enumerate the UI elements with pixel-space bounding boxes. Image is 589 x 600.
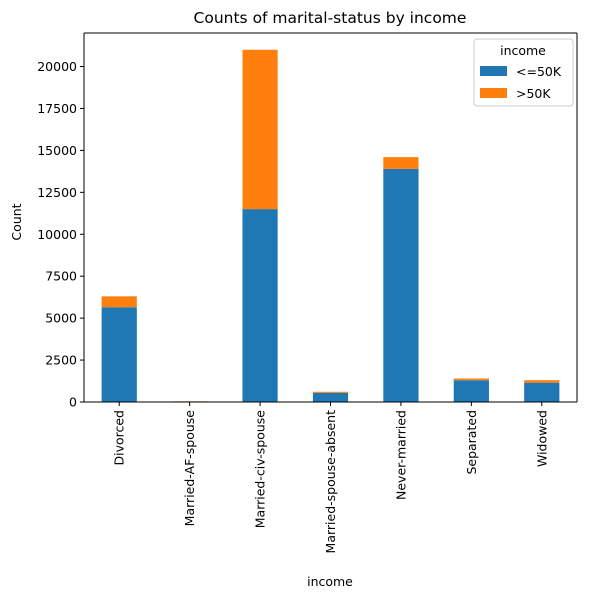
y-tick-label: 7500 <box>45 269 77 284</box>
y-tick-label: 10000 <box>37 227 77 242</box>
bar-widowed-le50k <box>524 382 560 402</box>
x-tick-label-married-civ-spouse: Married-civ-spouse <box>253 410 268 529</box>
x-tick-label-widowed: Widowed <box>534 410 549 467</box>
y-tick-label: 2500 <box>45 353 77 368</box>
bar-married-spouse-absent-le50k <box>312 392 349 402</box>
bar-separated-le50k <box>453 380 489 402</box>
bar-separated-gt50k <box>453 378 489 381</box>
y-axis-label: Count <box>9 203 24 240</box>
legend-swatch-gt50k <box>480 88 507 98</box>
x-tick-label-separated: Separated <box>464 410 479 475</box>
bar-married-civ-spouse-gt50k <box>242 49 278 210</box>
y-tick-label: 17500 <box>37 101 77 116</box>
bar-never-married-gt50k <box>383 157 419 169</box>
x-axis: Divorced Married-AF-spouse Married-civ-spo… <box>112 402 549 554</box>
y-tick-label: 12500 <box>37 185 77 200</box>
bar-divorced-le50k <box>101 307 137 402</box>
y-tick-label: 15000 <box>37 143 77 158</box>
plot-area <box>83 32 578 403</box>
y-tick-label: 20000 <box>37 59 77 74</box>
legend: income <=50K >50K <box>473 38 574 107</box>
legend-label-le50k: <=50K <box>516 64 562 79</box>
bar-married-civ-spouse-le50k <box>242 209 278 402</box>
legend-label-gt50k: >50K <box>516 86 551 101</box>
y-axis: 0 2500 5000 7500 10000 12500 15000 17500 20000 <box>37 59 84 410</box>
x-tick-label-never-married: Never-married <box>393 410 408 500</box>
x-tick-label-married-af-spouse: Married-AF-spouse <box>182 410 197 527</box>
bar-never-married-le50k <box>383 168 419 402</box>
legend-swatch-le50k <box>480 66 507 76</box>
y-tick-label: 0 <box>69 395 77 410</box>
y-tick-label: 5000 <box>45 311 77 326</box>
x-tick-label-married-spouse-absent: Married-spouse-absent <box>323 410 338 554</box>
legend-title: income <box>500 43 546 58</box>
bar-divorced-gt50k <box>101 296 137 308</box>
bar-widowed-gt50k <box>524 380 560 383</box>
x-axis-label: income <box>307 574 353 589</box>
x-tick-label-divorced: Divorced <box>112 410 127 466</box>
chart-title: Counts of marital-status by income <box>194 9 467 27</box>
bar-married-spouse-absent-gt50k <box>312 391 349 393</box>
